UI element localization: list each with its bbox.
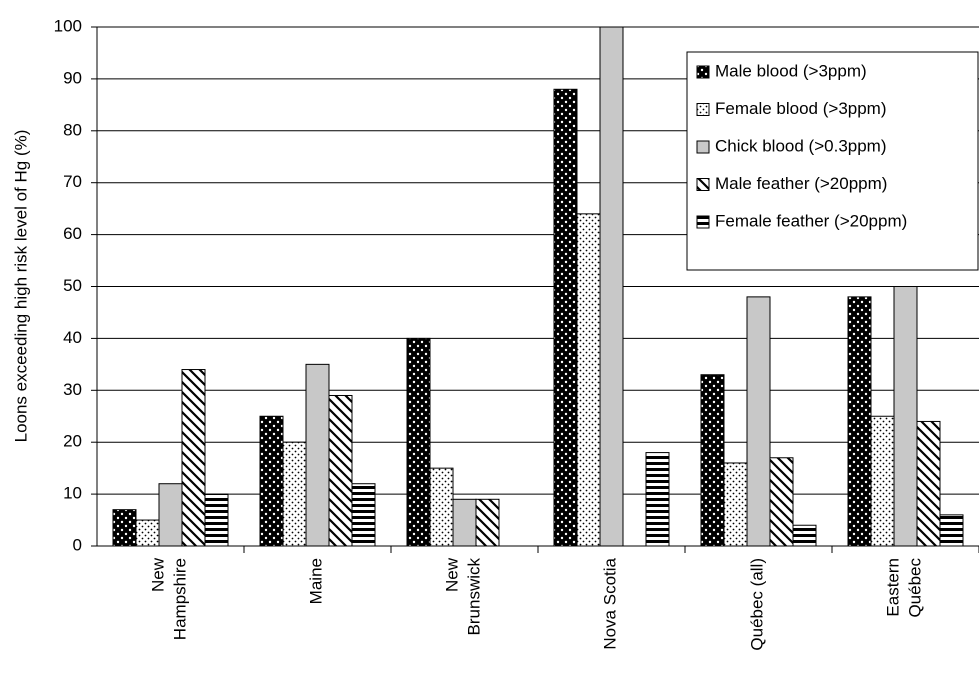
y-tick-label: 20	[63, 432, 82, 451]
y-tick-label: 30	[63, 380, 82, 399]
bar	[916, 420, 941, 547]
legend-box	[686, 51, 979, 271]
bar	[792, 524, 817, 547]
x-tick-label: Québec (all)	[748, 558, 767, 651]
bar	[305, 363, 330, 547]
bar	[553, 88, 578, 547]
legend-label: Female blood (>3ppm)	[715, 99, 887, 118]
x-tick-label: Nova Scotia	[601, 557, 620, 649]
bar	[576, 213, 601, 547]
bar	[259, 415, 284, 547]
bar	[406, 337, 431, 547]
bar	[452, 498, 477, 547]
y-tick-label: 70	[63, 172, 82, 191]
x-tick-label: Eastern Québec	[884, 558, 925, 618]
bar	[870, 415, 895, 547]
bar	[135, 519, 160, 547]
y-tick-label: 100	[54, 16, 82, 35]
y-axis-label: Loons exceeding high risk level of Hg (%…	[11, 130, 30, 443]
bar	[645, 452, 670, 547]
bar	[158, 483, 183, 547]
legend-label: Chick blood (>0.3ppm)	[715, 136, 887, 155]
bar	[181, 369, 206, 547]
x-tick-label: Maine	[307, 558, 326, 604]
bar	[847, 296, 872, 547]
bar	[112, 509, 137, 547]
bar	[700, 374, 725, 547]
bar	[475, 498, 500, 547]
y-tick-label: 40	[63, 328, 82, 347]
bar	[746, 296, 771, 547]
y-tick-label: 10	[63, 484, 82, 503]
x-tick-label: New Hampshire	[149, 557, 190, 640]
legend-swatch	[696, 178, 710, 191]
bar	[599, 26, 624, 547]
legend-label: Male feather (>20ppm)	[715, 174, 887, 193]
y-tick-label: 80	[63, 120, 82, 139]
legend-swatch	[696, 65, 710, 79]
x-tick-label: New Brunswick	[443, 557, 484, 635]
y-tick-label: 0	[73, 535, 82, 554]
bar	[893, 286, 918, 547]
bar	[939, 514, 964, 547]
y-tick-label: 90	[63, 68, 82, 87]
legend-label: Male blood (>3ppm)	[715, 61, 867, 80]
bar	[282, 441, 307, 547]
bar	[429, 467, 454, 547]
bar	[328, 394, 353, 547]
bar	[769, 457, 794, 547]
y-tick-label: 60	[63, 224, 82, 243]
legend-swatch	[696, 103, 710, 116]
y-tick-label: 50	[63, 276, 82, 295]
legend-label: Female feather (>20ppm)	[715, 211, 907, 230]
legend-swatch	[696, 140, 710, 154]
bar	[351, 483, 376, 547]
bar	[723, 462, 748, 547]
legend-swatch	[696, 215, 710, 229]
bar	[204, 493, 229, 547]
